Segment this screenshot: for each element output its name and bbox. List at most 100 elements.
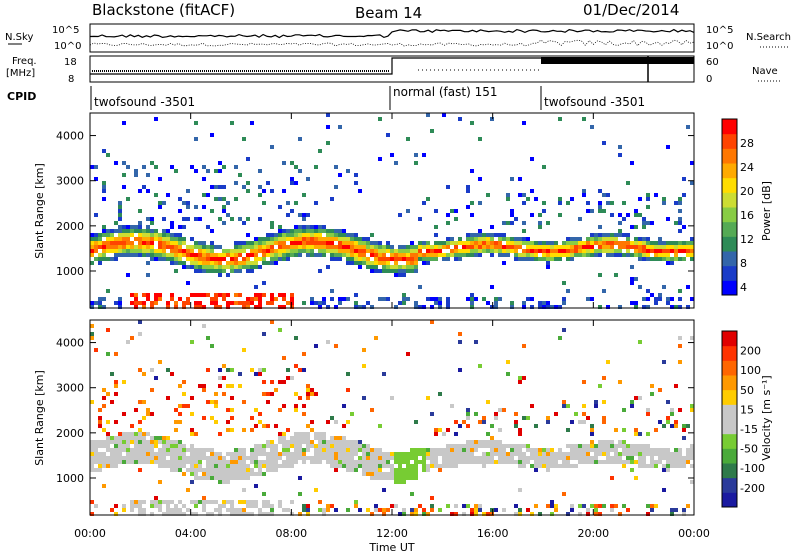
power-cell — [622, 201, 626, 205]
velocity-cell — [518, 376, 522, 380]
power-cell — [242, 261, 246, 265]
velocity-cell — [314, 436, 318, 440]
power-cell — [150, 161, 154, 165]
power-cell — [334, 185, 338, 189]
power-cell — [678, 257, 682, 261]
colorbar-swatch — [722, 119, 737, 135]
velocity-cell — [222, 468, 226, 472]
power-cell — [642, 253, 646, 257]
velocity-cell — [130, 508, 134, 512]
velocity-cell — [118, 440, 122, 444]
velocity-cell — [354, 468, 358, 472]
power-cell — [626, 245, 630, 249]
power-cell — [498, 249, 502, 253]
power-cell — [274, 253, 278, 257]
velocity-cell — [158, 500, 162, 504]
velocity-cell — [362, 452, 366, 456]
velocity-cell — [190, 448, 194, 452]
power-cell — [126, 237, 130, 241]
power-cell — [446, 301, 450, 305]
power-cell — [246, 305, 250, 309]
power-cell — [254, 265, 258, 269]
power-cell — [298, 225, 302, 229]
velocity-cell — [362, 456, 366, 460]
power-cell — [122, 237, 126, 241]
velocity-cell — [162, 464, 166, 468]
power-cell — [354, 253, 358, 257]
velocity-cell — [342, 456, 346, 460]
power-cell — [130, 293, 134, 297]
power-cell — [274, 249, 278, 253]
power-cell — [230, 269, 234, 273]
power-cell — [166, 253, 170, 257]
power-cell — [190, 293, 194, 297]
power-cell — [150, 257, 154, 261]
velocity-cell — [190, 472, 194, 476]
power-cell — [406, 253, 410, 257]
velocity-cell — [158, 508, 162, 512]
velocity-cell — [194, 460, 198, 464]
velocity-cell — [274, 444, 278, 448]
power-cell — [562, 245, 566, 249]
velocity-cell — [486, 400, 490, 404]
nsearch-label: N.Search — [746, 32, 791, 43]
power-cell — [678, 217, 682, 221]
power-cell — [542, 245, 546, 249]
velocity-cell — [430, 460, 434, 464]
power-cell — [214, 197, 218, 201]
power-cell — [422, 153, 426, 157]
velocity-cell — [470, 512, 474, 516]
power-cell — [358, 241, 362, 245]
power-cell — [194, 301, 198, 305]
velocity-cell — [566, 460, 570, 464]
power-cell — [558, 245, 562, 249]
power-cell — [394, 253, 398, 257]
velocity-cell — [182, 448, 186, 452]
power-cell — [562, 241, 566, 245]
velocity-cell — [318, 432, 322, 436]
velocity-cell — [330, 452, 334, 456]
power-cell — [294, 253, 298, 257]
velocity-cell — [450, 452, 454, 456]
velocity-cell — [294, 432, 298, 436]
power-cell — [334, 305, 338, 309]
velocity-cell — [150, 452, 154, 456]
velocity-cell — [546, 464, 550, 468]
power-cell — [642, 297, 646, 301]
power-cell — [126, 249, 130, 253]
power-cell — [422, 245, 426, 249]
velocity-cell — [382, 512, 386, 516]
colorbar-swatch — [722, 345, 737, 361]
velocity-cell — [522, 452, 526, 456]
power-cell — [462, 249, 466, 253]
velocity-cell — [554, 464, 558, 468]
velocity-cell — [530, 464, 534, 468]
velocity-cell — [678, 448, 682, 452]
velocity-cell — [134, 500, 138, 504]
power-cell — [238, 249, 242, 253]
velocity-cell — [590, 504, 594, 508]
velocity-cell — [434, 456, 438, 460]
velocity-cell — [214, 452, 218, 456]
power-cell — [534, 241, 538, 245]
velocity-cell — [194, 464, 198, 468]
velocity-cell — [222, 472, 226, 476]
velocity-cell — [686, 504, 690, 508]
power-cell — [138, 189, 142, 193]
power-cell — [658, 253, 662, 257]
power-cell — [418, 285, 422, 289]
velocity-cell — [274, 456, 278, 460]
power-cell — [394, 305, 398, 309]
velocity-cell — [398, 456, 402, 460]
velocity-cell — [534, 468, 538, 472]
power-cell — [146, 217, 150, 221]
power-cell — [94, 177, 98, 181]
power-cell — [306, 245, 310, 249]
velocity-cell — [138, 512, 142, 516]
velocity-cell — [402, 472, 406, 476]
velocity-cell — [126, 436, 130, 440]
velocity-cell — [578, 448, 582, 452]
power-cell — [566, 253, 570, 257]
power-cell — [634, 305, 638, 309]
velocity-cell — [670, 452, 674, 456]
